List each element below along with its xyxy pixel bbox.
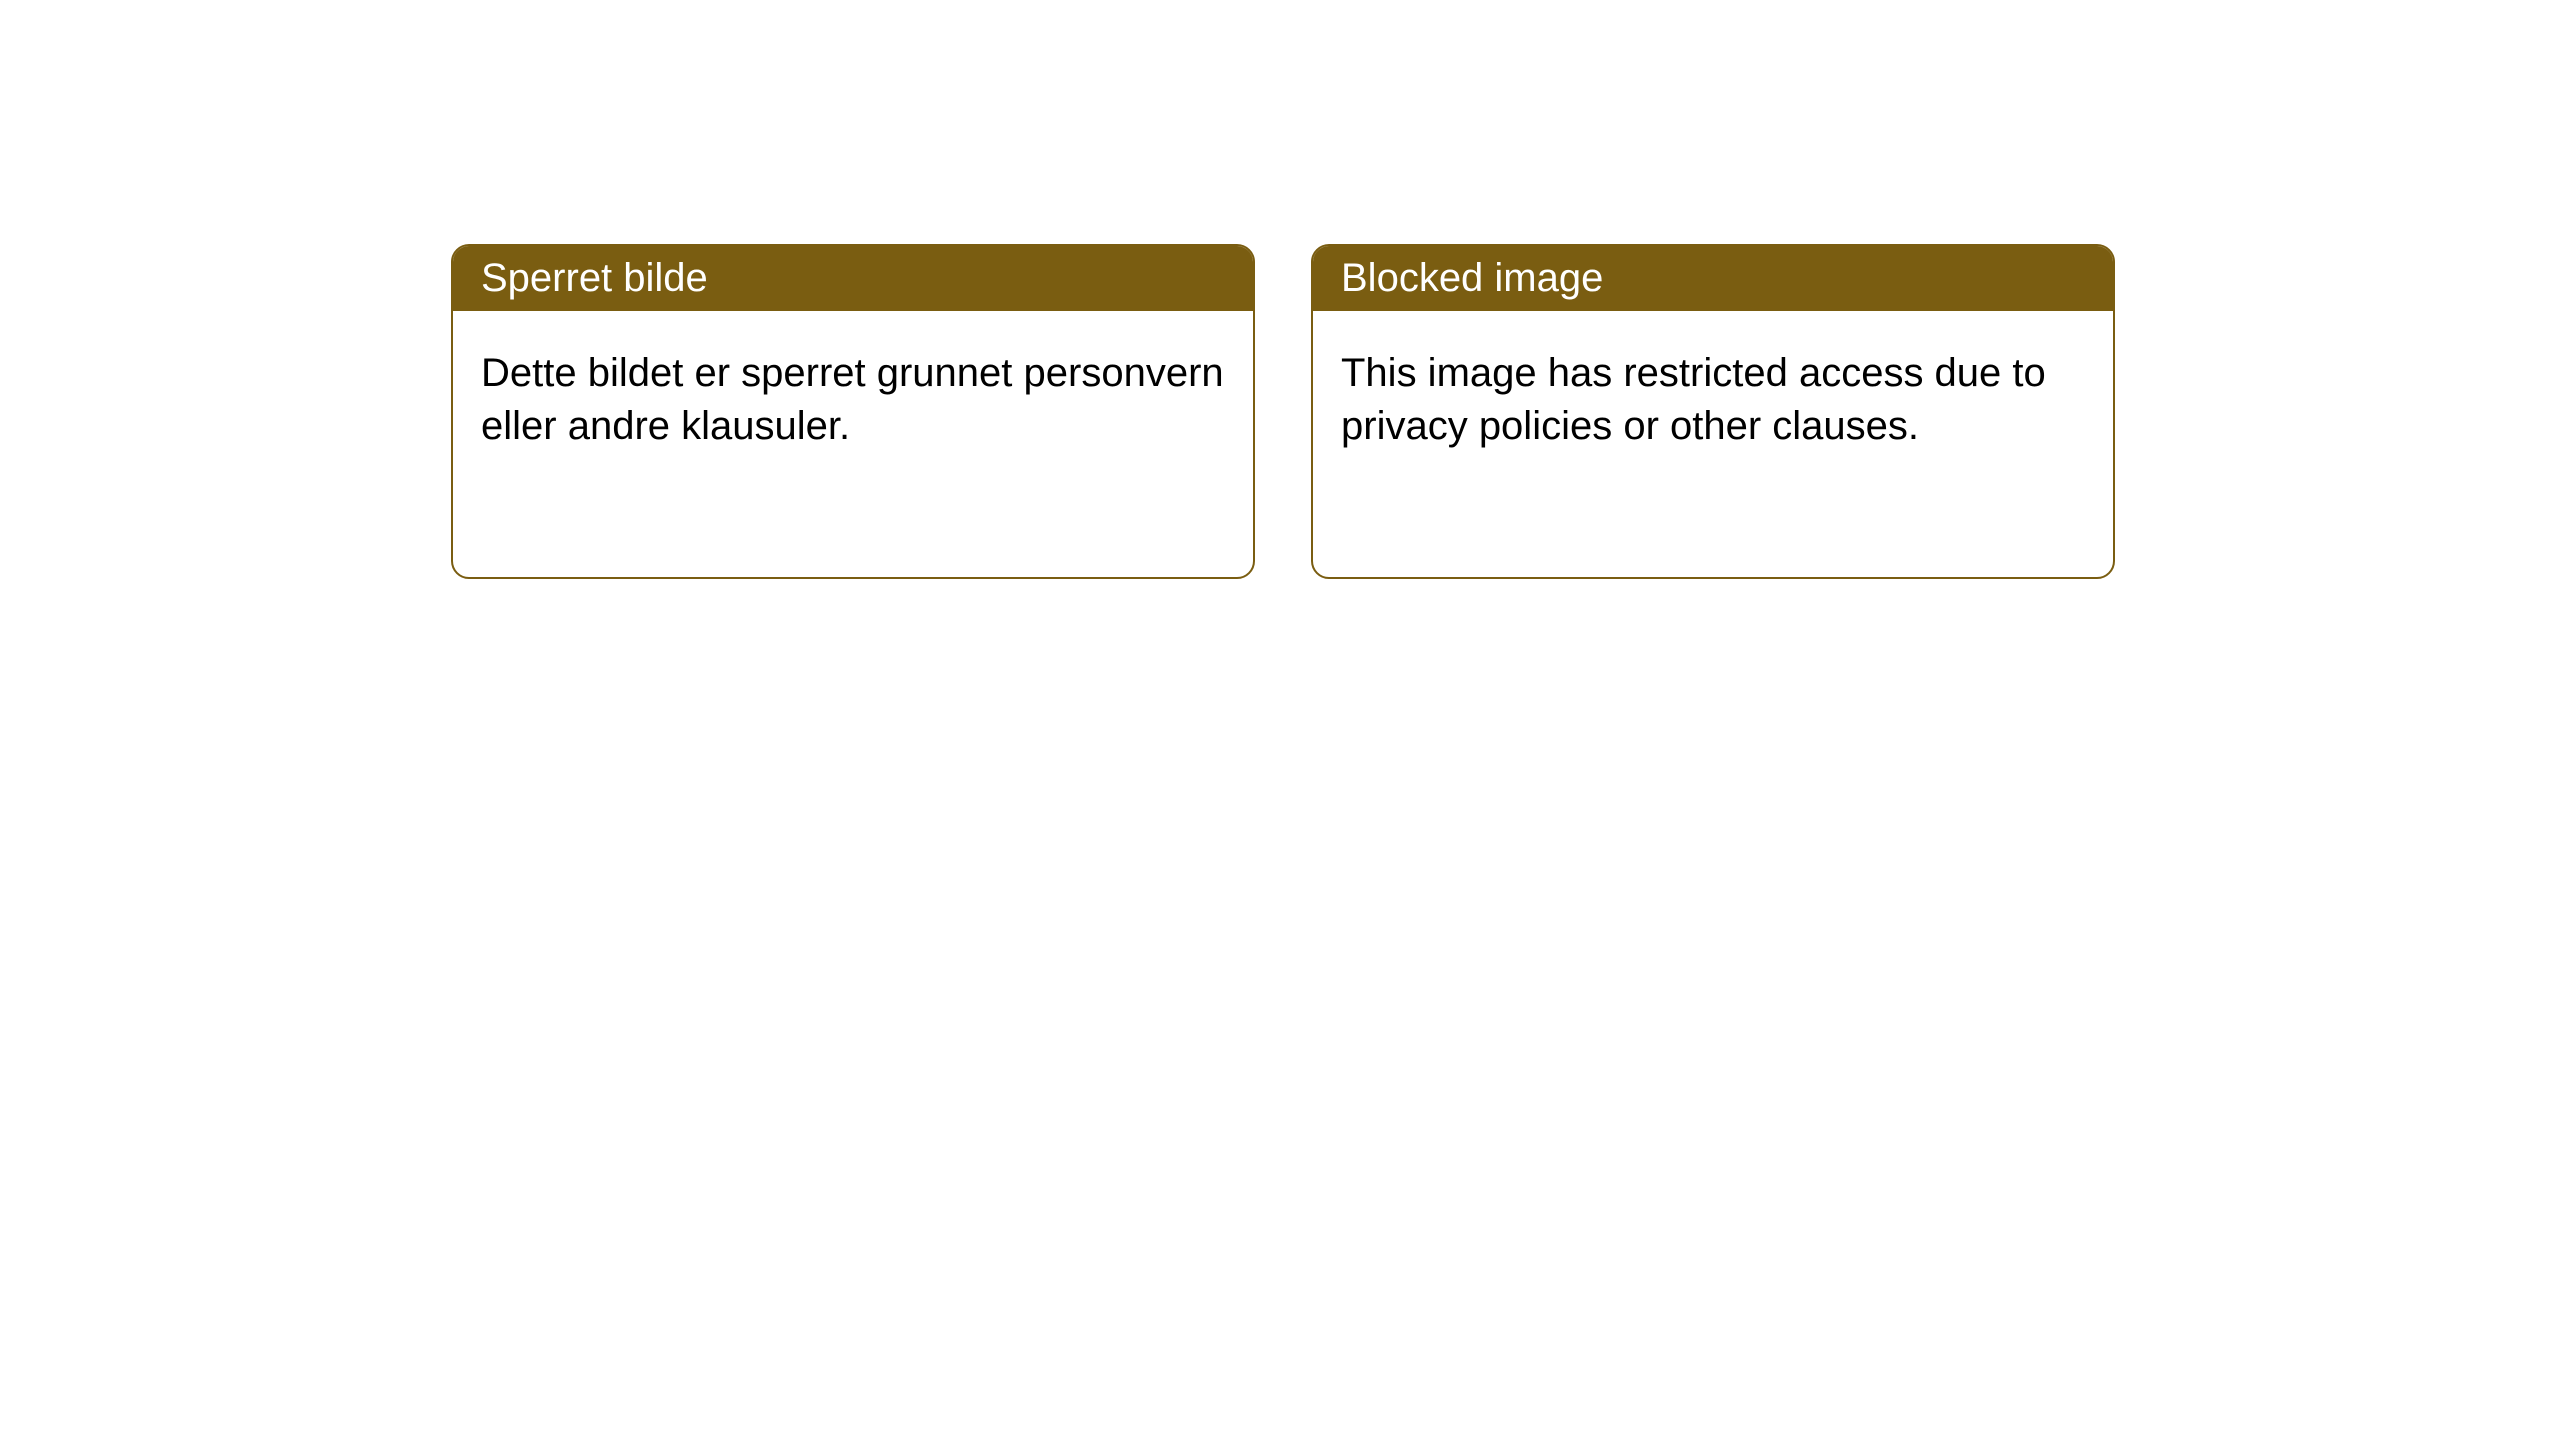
card-title: Sperret bilde (481, 256, 708, 300)
card-body-text: This image has restricted access due to … (1341, 351, 2046, 448)
card-body-text: Dette bildet er sperret grunnet personve… (481, 351, 1224, 448)
notice-card-norwegian: Sperret bilde Dette bildet er sperret gr… (451, 244, 1255, 579)
card-body: Dette bildet er sperret grunnet personve… (453, 311, 1253, 489)
card-body: This image has restricted access due to … (1313, 311, 2113, 489)
card-title: Blocked image (1341, 256, 1603, 300)
card-header: Blocked image (1313, 246, 2113, 311)
notice-container: Sperret bilde Dette bildet er sperret gr… (451, 244, 2115, 579)
card-header: Sperret bilde (453, 246, 1253, 311)
notice-card-english: Blocked image This image has restricted … (1311, 244, 2115, 579)
